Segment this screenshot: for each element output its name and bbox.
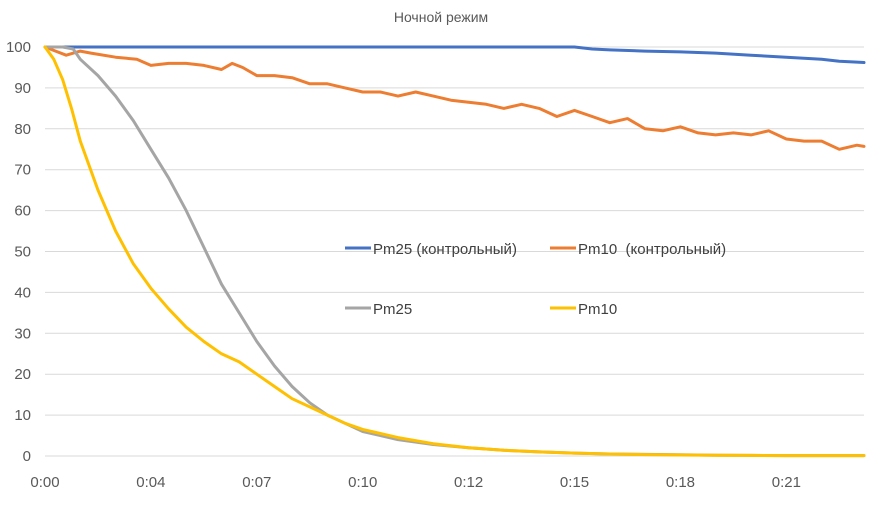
- y-tick-label: 0: [23, 448, 31, 465]
- x-tick-label: 0:10: [348, 474, 377, 491]
- y-tick-label: 80: [14, 121, 31, 138]
- series-layer: [43, 45, 866, 458]
- y-tick-label: 70: [14, 162, 31, 179]
- series-line-pm10: [43, 45, 866, 458]
- axis-layer: 0 10 20 30 40 50 60 70 80 90 100 0:00 0:04 0:07 0:10 0:…: [6, 39, 801, 491]
- legend-label-pm25-control: Pm25 (контрольный): [373, 241, 517, 258]
- series-line-pm25-контрольный: [43, 45, 866, 64]
- x-tick-label: 0:07: [242, 474, 271, 491]
- y-tick-label: 50: [14, 244, 31, 261]
- legend-label-pm10-control: Pm10 (контрольный): [578, 241, 726, 258]
- legend-label-pm25: Pm25: [373, 301, 412, 318]
- series-line-pm10-контрольный: [43, 45, 866, 151]
- y-tick-label: 90: [14, 80, 31, 97]
- y-tick-label: 10: [14, 407, 31, 424]
- x-tick-label: 0:15: [560, 474, 589, 491]
- legend: Pm25 (контрольный) Pm10 (контрольный) Pm…: [345, 241, 726, 318]
- x-tick-label: 0:04: [136, 474, 165, 491]
- x-tick-label: 0:21: [772, 474, 801, 491]
- chart-title: Ночной режим: [394, 9, 488, 25]
- y-tick-label: 30: [14, 325, 31, 342]
- y-tick-label: 40: [14, 284, 31, 301]
- y-tick-label: 60: [14, 203, 31, 220]
- y-tick-label: 100: [6, 39, 31, 56]
- x-tick-label: 0:00: [30, 474, 59, 491]
- x-tick-label: 0:18: [666, 474, 695, 491]
- y-tick-label: 20: [14, 366, 31, 383]
- x-tick-label: 0:12: [454, 474, 483, 491]
- legend-label-pm10: Pm10: [578, 301, 617, 318]
